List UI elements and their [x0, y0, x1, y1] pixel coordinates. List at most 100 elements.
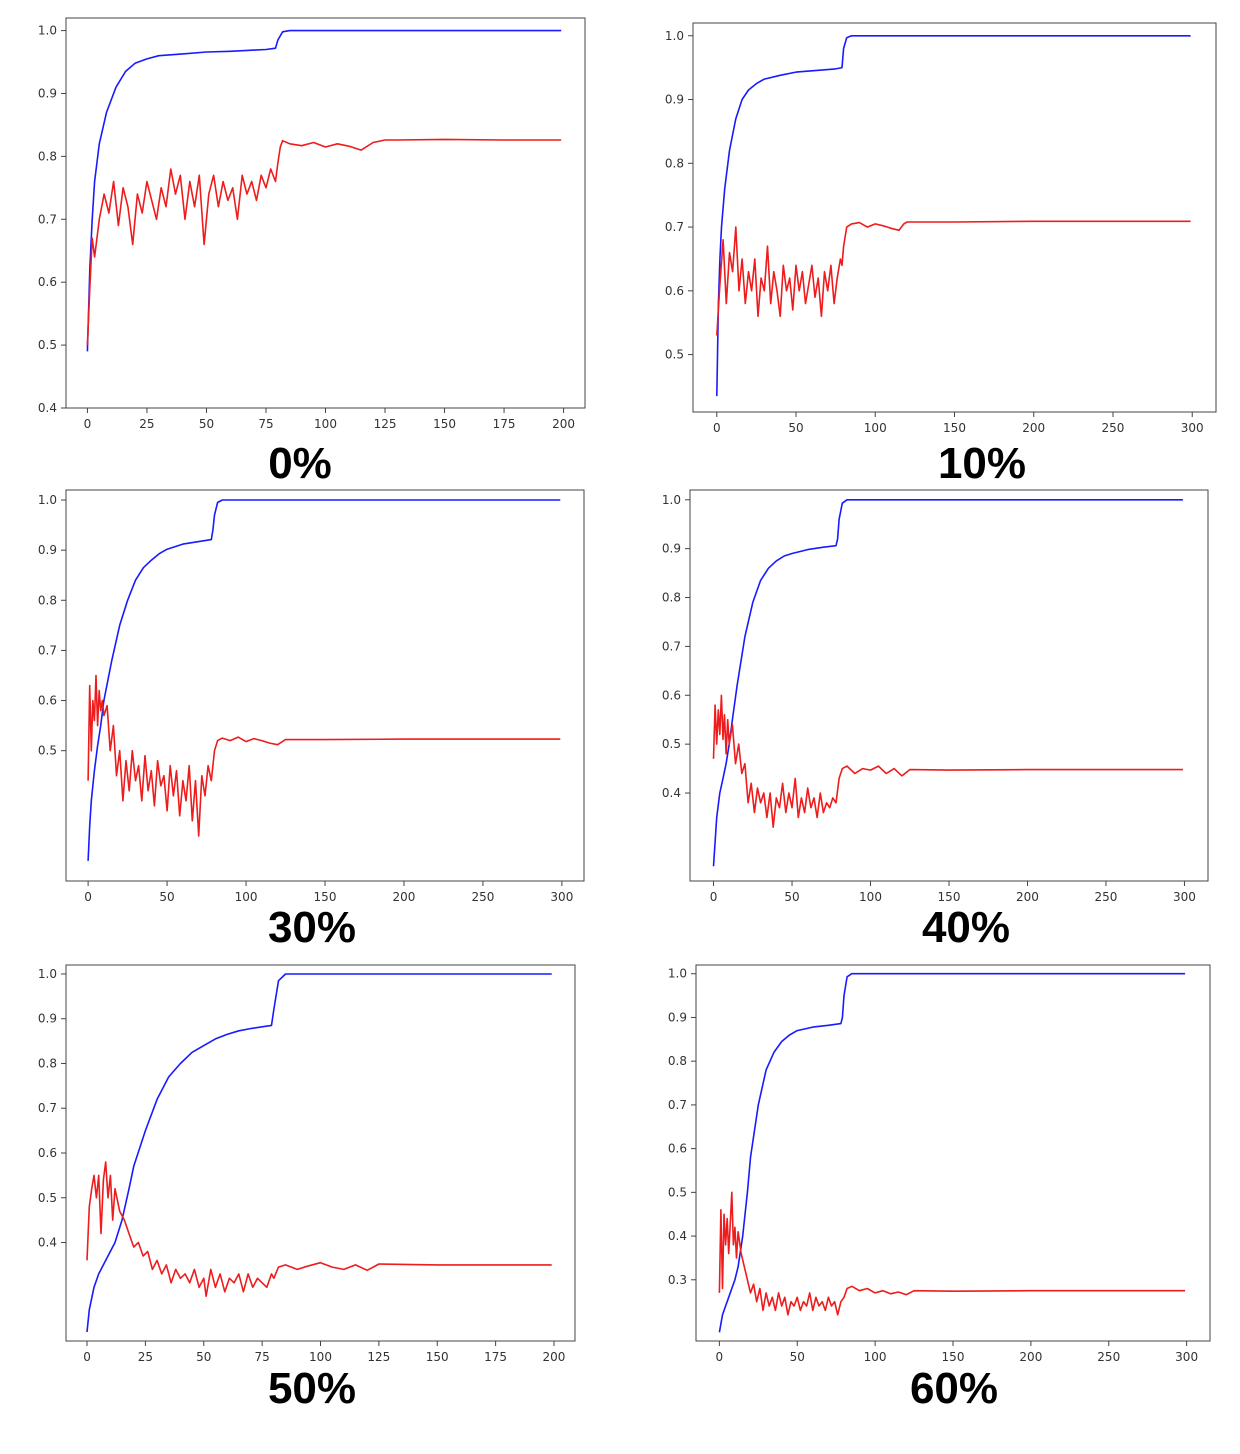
x-tick-label: 250: [1097, 1350, 1120, 1364]
x-tick-label: 150: [314, 890, 337, 904]
y-tick-label: 0.9: [662, 542, 681, 556]
axes-frame: [689, 489, 1209, 882]
x-tick-label: 200: [1019, 1350, 1042, 1364]
x-tick-label: 0: [84, 417, 92, 431]
y-tick-label: 1.0: [38, 967, 57, 981]
x-tick-label: 0: [710, 890, 718, 904]
x-tick-label: 150: [433, 417, 456, 431]
x-tick-label: 0: [84, 890, 92, 904]
y-tick-label: 0.7: [662, 639, 681, 653]
x-tick-label: 175: [484, 1350, 507, 1364]
axes-frame: [65, 489, 585, 882]
y-tick-label: 0.7: [38, 1101, 57, 1115]
x-tick-label: 100: [235, 890, 258, 904]
y-tick-label: 0.5: [38, 744, 57, 758]
x-tick-label: 25: [139, 417, 154, 431]
x-tick-label: 125: [374, 417, 397, 431]
chart-panel-5: 0 50 100 150 200 250 300 0.3 0.4 0.5 0.6 0.7 0.8 0.9 1…: [668, 964, 1211, 1413]
y-tick-label: 0.8: [38, 1056, 57, 1070]
series-line-0: [716, 34, 1191, 397]
y-tick-label: 0.7: [38, 643, 57, 657]
chart-panel-3: 0 50 100 150 200 250 300 0.4 0.5 0.6 0.7 0.8 0.9 1.0 4…: [662, 489, 1209, 952]
y-tick-label: 0.4: [662, 786, 681, 800]
x-tick-label: 50: [199, 417, 214, 431]
chart-panel-1: 0 50 100 150 200 250 300 0.5 0.6 0.7 0.8 0.9 1.0 10%: [665, 22, 1217, 488]
chart-caption: 0%: [268, 439, 332, 488]
x-tick-label: 150: [426, 1350, 449, 1364]
axes-frame: [692, 22, 1217, 413]
y-tick-label: 1.0: [668, 967, 687, 981]
y-tick-label: 1.0: [665, 29, 684, 43]
chart-panel-4: 0 25 50 75 100 125 150 175 200 0.4 0.5 0.6 0.7 0.8 0.9…: [38, 964, 576, 1413]
x-tick-label: 250: [471, 890, 494, 904]
x-tick-label: 100: [859, 890, 882, 904]
series-line-1: [87, 674, 561, 837]
y-tick-label: 0.5: [665, 348, 684, 362]
x-tick-label: 25: [138, 1350, 153, 1364]
x-tick-label: 100: [864, 1350, 887, 1364]
series-line-0: [86, 973, 552, 1333]
chart-caption: 60%: [910, 1364, 998, 1413]
y-tick-label: 0.6: [38, 1146, 57, 1160]
chart-caption: 50%: [268, 1364, 356, 1413]
x-tick-label: 100: [864, 421, 887, 435]
y-tick-label: 0.9: [38, 86, 57, 100]
y-tick-label: 0.6: [668, 1142, 687, 1156]
x-tick-label: 0: [713, 421, 721, 435]
chart-caption: 30%: [268, 903, 356, 952]
x-tick-label: 50: [788, 421, 803, 435]
y-tick-label: 1.0: [662, 493, 681, 507]
x-tick-label: 0: [83, 1350, 91, 1364]
chart-panel-0: 0 25 50 75 100 125 150 175 200 0.4 0.5 0.6 0.7 0.8 0.9…: [38, 17, 586, 488]
series-line-1: [718, 1191, 1186, 1316]
y-tick-label: 0.5: [662, 737, 681, 751]
chart-panel-2: 0 50 100 150 200 250 300 0.5 0.6 0.7 0.8 0.9 1.0 30%: [38, 489, 585, 952]
x-tick-label: 300: [550, 890, 573, 904]
x-tick-label: 50: [790, 1350, 805, 1364]
series-line-1: [712, 694, 1183, 829]
y-tick-label: 1.0: [38, 493, 57, 507]
y-tick-label: 0.8: [665, 156, 684, 170]
series-line-1: [716, 220, 1191, 336]
series-line-1: [86, 1161, 552, 1297]
axes-frame: [65, 17, 586, 409]
x-tick-label: 50: [784, 890, 799, 904]
x-tick-label: 0: [716, 1350, 724, 1364]
axes-frame: [65, 964, 576, 1342]
y-tick-label: 0.3: [668, 1273, 687, 1287]
chart-caption: 10%: [938, 439, 1026, 488]
y-tick-label: 0.5: [38, 1191, 57, 1205]
y-tick-label: 0.4: [38, 1236, 57, 1250]
x-tick-label: 50: [196, 1350, 211, 1364]
axes-frame: [695, 964, 1211, 1342]
x-tick-label: 200: [543, 1350, 566, 1364]
y-tick-label: 0.6: [665, 284, 684, 298]
series-line-0: [86, 29, 562, 352]
y-tick-label: 0.9: [38, 543, 57, 557]
x-tick-label: 100: [314, 417, 337, 431]
y-tick-label: 0.9: [38, 1012, 57, 1026]
y-tick-label: 0.4: [38, 401, 57, 415]
x-tick-label: 100: [309, 1350, 332, 1364]
series-line-0: [718, 972, 1186, 1333]
x-tick-label: 75: [254, 1350, 269, 1364]
x-tick-label: 200: [1016, 890, 1039, 904]
series-line-1: [86, 138, 562, 346]
y-tick-label: 0.7: [665, 220, 684, 234]
y-tick-label: 0.7: [668, 1098, 687, 1112]
x-tick-label: 125: [367, 1350, 390, 1364]
series-line-0: [712, 498, 1183, 867]
y-tick-label: 0.5: [668, 1185, 687, 1199]
y-tick-label: 0.6: [38, 275, 57, 289]
x-tick-label: 200: [393, 890, 416, 904]
y-tick-label: 0.8: [662, 591, 681, 605]
y-tick-label: 0.5: [38, 338, 57, 352]
y-tick-label: 0.8: [38, 149, 57, 163]
y-tick-label: 0.9: [668, 1010, 687, 1024]
y-tick-label: 0.6: [662, 688, 681, 702]
y-tick-label: 0.6: [38, 694, 57, 708]
x-tick-label: 50: [159, 890, 174, 904]
y-tick-label: 0.4: [668, 1229, 687, 1243]
x-tick-label: 300: [1173, 890, 1196, 904]
